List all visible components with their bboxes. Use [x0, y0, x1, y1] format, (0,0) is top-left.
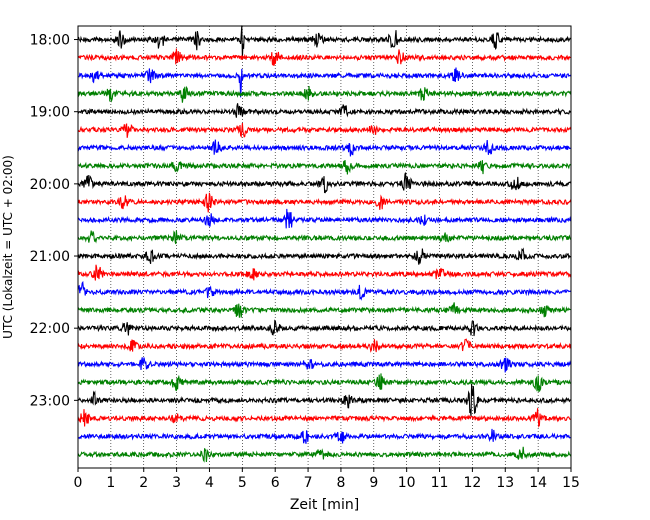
y-axis-label: UTC (Lokalzeit = UTC + 02:00)	[1, 155, 15, 339]
trace-21-30	[77, 280, 571, 301]
trace-18-45	[77, 85, 572, 103]
trace-20-45	[77, 230, 572, 245]
trace-23-15	[77, 408, 571, 428]
x-tick-label: 13	[496, 475, 514, 491]
x-tick-label: 5	[238, 475, 247, 491]
y-tick-label: 19:00	[30, 105, 70, 121]
trace-22-30	[78, 357, 572, 373]
y-tick-label: 21:00	[30, 249, 70, 265]
trace-21-00	[77, 247, 572, 265]
x-tick-label: 12	[463, 475, 481, 491]
trace-20-00	[77, 172, 572, 194]
trace-19-30	[77, 139, 571, 157]
x-axis-label: Zeit [min]	[290, 497, 359, 513]
x-tick-label: 0	[74, 475, 83, 491]
x-tick-label: 6	[271, 475, 280, 491]
y-tick-label: 22:00	[30, 321, 70, 337]
trace-21-45	[77, 302, 571, 318]
trace-19-00	[77, 103, 572, 118]
x-tick-label: 7	[304, 475, 313, 491]
trace-22-15	[77, 338, 572, 353]
y-tick-label: 20:00	[30, 177, 70, 193]
seismic-traces	[77, 25, 572, 463]
y-tick-label: 23:00	[30, 393, 70, 409]
trace-22-00	[77, 319, 572, 337]
y-axis-ticks: 18:00 19:00 20:00 21:00 22:00 23:00	[30, 33, 78, 409]
plot-frame	[77, 25, 572, 469]
trace-18-15	[77, 48, 571, 67]
trace-21-15	[77, 264, 572, 281]
trace-20-15	[77, 192, 572, 213]
x-tick-label: 1	[106, 475, 115, 491]
y-tick-label: 18:00	[30, 33, 70, 49]
x-tick-label: 11	[431, 475, 449, 491]
x-tick-label: 14	[529, 475, 547, 491]
trace-23-00	[77, 383, 571, 418]
x-tick-label: 3	[172, 475, 181, 491]
x-tick-label: 8	[336, 475, 345, 491]
x-axis-ticks: 0 1 2 3 4 5 6 7 8 9 10 11 12 13 14 15	[74, 468, 580, 491]
trace-19-15	[77, 123, 572, 139]
trace-23-30	[77, 428, 571, 444]
trace-19-45	[77, 159, 571, 175]
trace-22-45	[77, 373, 572, 393]
trace-18-00	[78, 25, 572, 58]
trace-18-30	[77, 67, 572, 98]
x-tick-label: 4	[205, 475, 214, 491]
x-tick-label: 10	[398, 475, 416, 491]
trace-20-30	[77, 208, 572, 229]
trace-23-45	[77, 446, 572, 463]
x-tick-label: 15	[562, 475, 580, 491]
x-tick-label: 2	[139, 475, 148, 491]
x-tick-label: 9	[369, 475, 378, 491]
